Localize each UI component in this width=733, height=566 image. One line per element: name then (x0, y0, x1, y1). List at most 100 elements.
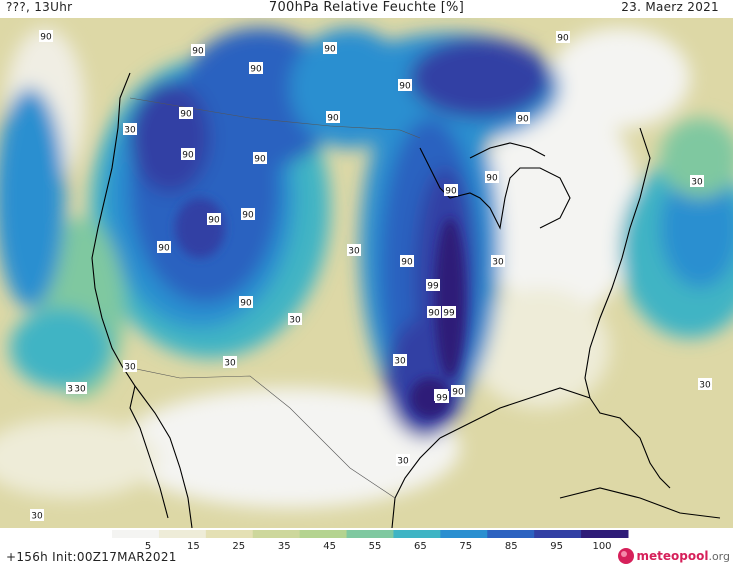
contour-label: 90 (444, 184, 458, 197)
svg-text:30: 30 (74, 385, 86, 395)
colorbar-tick-label: 55 (369, 541, 382, 550)
svg-text:90: 90 (240, 299, 252, 309)
colorbar-segment (112, 530, 160, 538)
svg-text:30: 30 (31, 512, 43, 522)
svg-text:30: 30 (394, 357, 406, 367)
colorbar-segment (487, 530, 535, 538)
svg-text:30: 30 (348, 247, 360, 257)
svg-text:30: 30 (691, 178, 703, 188)
svg-text:30: 30 (289, 316, 301, 326)
svg-text:30: 30 (492, 258, 504, 268)
colorbar-segment (534, 530, 582, 538)
svg-text:90: 90 (557, 34, 569, 44)
run-info-label: +156h Init:00Z17MAR2021 (6, 550, 177, 564)
svg-text:30: 30 (124, 126, 136, 136)
humidity-map[interactable]: 90 90 90 90 90 90 90 90 90 30 90 90 30 90 90 90 30 90 30 30… (0, 18, 733, 528)
colorbar: 5 15 25 35 45 55 65 75 85 95 100 (112, 530, 629, 550)
colorbar-segment (346, 530, 394, 538)
contour-label: 99 (442, 306, 456, 319)
svg-text:90: 90 (40, 33, 52, 43)
contour-label: 30 (123, 360, 137, 373)
contour-label: 90 (181, 148, 195, 161)
footer-bar: 5 15 25 35 45 55 65 75 85 95 100 +156h Init:00Z17M… (0, 528, 733, 566)
header-bar: ???, 13Uhr 700hPa Relative Feuchte [%] 2… (0, 0, 733, 18)
svg-text:90: 90 (254, 155, 266, 165)
colorbar-tick-label: 65 (414, 541, 427, 550)
colorbar-segment (440, 530, 488, 538)
svg-text:30: 30 (124, 363, 136, 373)
contour-label: 30 (347, 244, 361, 257)
colorbar-segment (158, 530, 207, 538)
contour-label: 30 (30, 509, 44, 522)
svg-text:30: 30 (699, 381, 711, 391)
svg-text:30: 30 (397, 457, 409, 467)
contour-label: 90 (39, 30, 53, 43)
svg-text:90: 90 (452, 388, 464, 398)
colorbar-tick-label: 45 (323, 541, 336, 550)
contour-label: 30 (393, 354, 407, 367)
contour-label: 99 (435, 391, 449, 404)
contour-label: 90 (400, 255, 414, 268)
svg-text:90: 90 (208, 216, 220, 226)
contour-label: 30 (491, 255, 505, 268)
contour-label: 90 (179, 107, 193, 120)
contour-labels: 90 90 90 90 90 90 90 90 90 30 90 90 30 90 90 90 30 90 30 30… (30, 30, 712, 522)
svg-text:90: 90 (158, 244, 170, 254)
colorbar-tick-label: 85 (505, 541, 518, 550)
svg-text:90: 90 (517, 115, 529, 125)
colorbar-tick-label: 35 (278, 541, 291, 550)
svg-text:90: 90 (445, 187, 457, 197)
svg-text:90: 90 (401, 258, 413, 268)
contour-label: 90 (485, 171, 499, 184)
svg-text:90: 90 (242, 211, 254, 221)
valid-time-label: ???, 13Uhr (6, 0, 73, 14)
svg-text:99: 99 (427, 282, 439, 292)
valid-date-label: 23. Maerz 2021 (621, 0, 719, 14)
svg-text:30: 30 (224, 359, 236, 369)
svg-text:90: 90 (180, 110, 192, 120)
colorbar-segment (393, 530, 441, 538)
contour-label: 90 (427, 306, 441, 319)
contour-label: 90 (239, 296, 253, 309)
svg-text:90: 90 (182, 151, 194, 161)
contour-label: 90 (451, 385, 465, 398)
svg-text:90: 90 (486, 174, 498, 184)
humidity-field (0, 18, 733, 528)
contour-label: 90 (157, 241, 171, 254)
colorbar-segment (299, 530, 348, 538)
svg-text:90: 90 (327, 114, 339, 124)
contour-label: 90 (207, 213, 221, 226)
colorbar-segment (205, 530, 254, 538)
contour-label: 90 (516, 112, 530, 125)
svg-text:90: 90 (250, 65, 262, 75)
contour-label: 90 (253, 152, 267, 165)
colorbar-tick-label: 5 (145, 541, 151, 550)
contour-label: 30 (396, 454, 410, 467)
meteopool-logo[interactable]: meteopool.org (617, 546, 730, 566)
contour-label: 90 (556, 31, 570, 44)
contour-label: 30 (698, 378, 712, 391)
map-title: 700hPa Relative Feuchte [%] (268, 0, 465, 15)
colorbar-tick-label: 25 (232, 541, 245, 550)
svg-text:90: 90 (324, 45, 336, 55)
contour-label: 99 (426, 279, 440, 292)
contour-label: 90 (241, 208, 255, 221)
contour-label: 30 (223, 356, 237, 369)
contour-label: 90 (398, 79, 412, 92)
logo-name: meteopool (636, 549, 709, 563)
colorbar-segment (252, 530, 301, 538)
colorbar-tick-label: 15 (187, 541, 200, 550)
contour-label: 90 (191, 44, 205, 57)
svg-text:99: 99 (443, 309, 455, 319)
contour-label: 30 (73, 382, 87, 395)
contour-label: 30 (288, 313, 302, 326)
colorbar-tick-label: 100 (592, 541, 611, 550)
contour-label: 30 (690, 175, 704, 188)
contour-label: 90 (326, 111, 340, 124)
svg-text:90: 90 (192, 47, 204, 57)
contour-label: 30 (123, 123, 137, 136)
svg-text:90: 90 (399, 82, 411, 92)
coastlines-and-borders (91, 72, 721, 528)
colorbar-segment (581, 530, 629, 538)
logo-tld: .org (708, 550, 730, 563)
